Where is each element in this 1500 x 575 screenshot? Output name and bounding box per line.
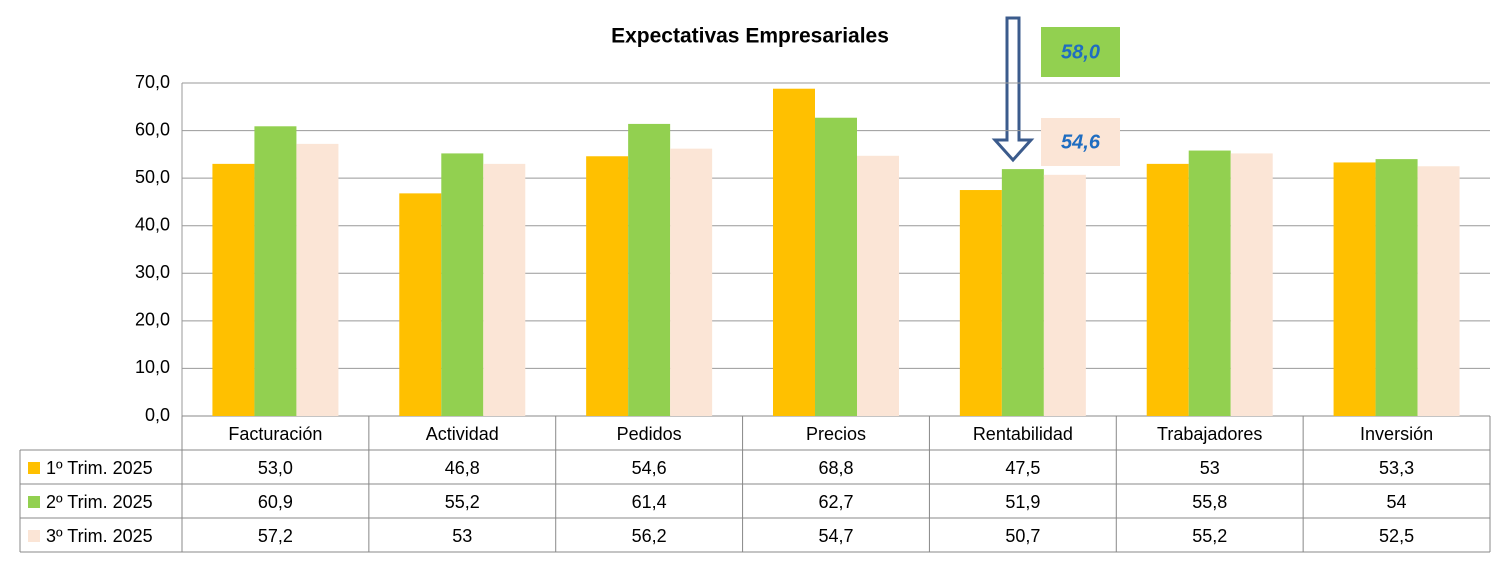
x-tick-label: Trabajadores <box>1157 424 1262 444</box>
bar <box>483 163 526 416</box>
x-tick-label: Pedidos <box>617 424 682 444</box>
y-tick-label: 30,0 <box>135 262 170 282</box>
y-tick-label: 60,0 <box>135 119 170 139</box>
bar <box>1333 162 1376 416</box>
legend-swatch <box>28 530 40 542</box>
y-tick-label: 0,0 <box>145 405 170 425</box>
table-value: 50,7 <box>1005 526 1040 546</box>
bar <box>857 155 899 416</box>
table-value: 55,2 <box>445 492 480 512</box>
bar <box>1188 150 1231 416</box>
bar <box>670 148 713 417</box>
legend-swatch <box>28 462 40 474</box>
y-tick-label: 40,0 <box>135 214 170 234</box>
legend-label: 3º Trim. 2025 <box>46 526 153 546</box>
table-value: 54,6 <box>632 458 667 478</box>
bar <box>1230 153 1273 417</box>
bar <box>959 190 1002 416</box>
bar <box>1001 169 1044 416</box>
x-tick-label: Facturación <box>228 424 322 444</box>
table-value: 57,2 <box>258 526 293 546</box>
chart-title: Expectativas Empresariales <box>611 25 889 48</box>
bar <box>254 126 297 416</box>
table-value: 53 <box>452 526 472 546</box>
y-tick-label: 50,0 <box>135 167 170 187</box>
table-value: 68,8 <box>818 458 853 478</box>
bar <box>1043 174 1086 416</box>
table-value: 54,7 <box>818 526 853 546</box>
bar <box>296 143 339 417</box>
table-value: 52,5 <box>1379 526 1414 546</box>
table-value: 51,9 <box>1005 492 1040 512</box>
annotation-box <box>1041 118 1120 166</box>
table-value: 53 <box>1200 458 1220 478</box>
annotation: 58,0 <box>1061 41 1100 63</box>
annotation-box <box>1041 27 1120 77</box>
arrow <box>991 16 1035 163</box>
table-value: 46,8 <box>445 458 480 478</box>
legend-label: 1º Trim. 2025 <box>46 458 153 478</box>
bar <box>773 88 815 417</box>
x-tick-label: Actividad <box>426 424 499 444</box>
x-tick-label: Rentabilidad <box>973 424 1073 444</box>
table-value: 47,5 <box>1005 458 1040 478</box>
x-tick-label: Precios <box>806 424 866 444</box>
legend-label: 2º Trim. 2025 <box>46 492 153 512</box>
bar <box>212 163 255 416</box>
bar <box>399 193 442 416</box>
table-value: 54 <box>1387 492 1407 512</box>
bar <box>815 117 857 416</box>
bar <box>628 123 671 416</box>
bar <box>441 153 484 417</box>
table-value: 61,4 <box>632 492 667 512</box>
bar <box>586 156 629 416</box>
legend-swatch <box>28 496 40 508</box>
x-tick-label: Inversión <box>1360 424 1433 444</box>
table-value: 62,7 <box>818 492 853 512</box>
table-value: 53,0 <box>258 458 293 478</box>
table-value: 55,2 <box>1192 526 1227 546</box>
table-value: 56,2 <box>632 526 667 546</box>
annotation: 54,6 <box>1061 131 1101 153</box>
y-tick-label: 20,0 <box>135 310 170 330</box>
y-tick-label: 10,0 <box>135 357 170 377</box>
y-tick-label: 70,0 <box>135 72 170 92</box>
table-value: 55,8 <box>1192 492 1227 512</box>
bar <box>1375 159 1418 416</box>
bar <box>1417 166 1460 416</box>
table-value: 53,3 <box>1379 458 1414 478</box>
bar <box>1146 163 1189 416</box>
table-value: 60,9 <box>258 492 293 512</box>
